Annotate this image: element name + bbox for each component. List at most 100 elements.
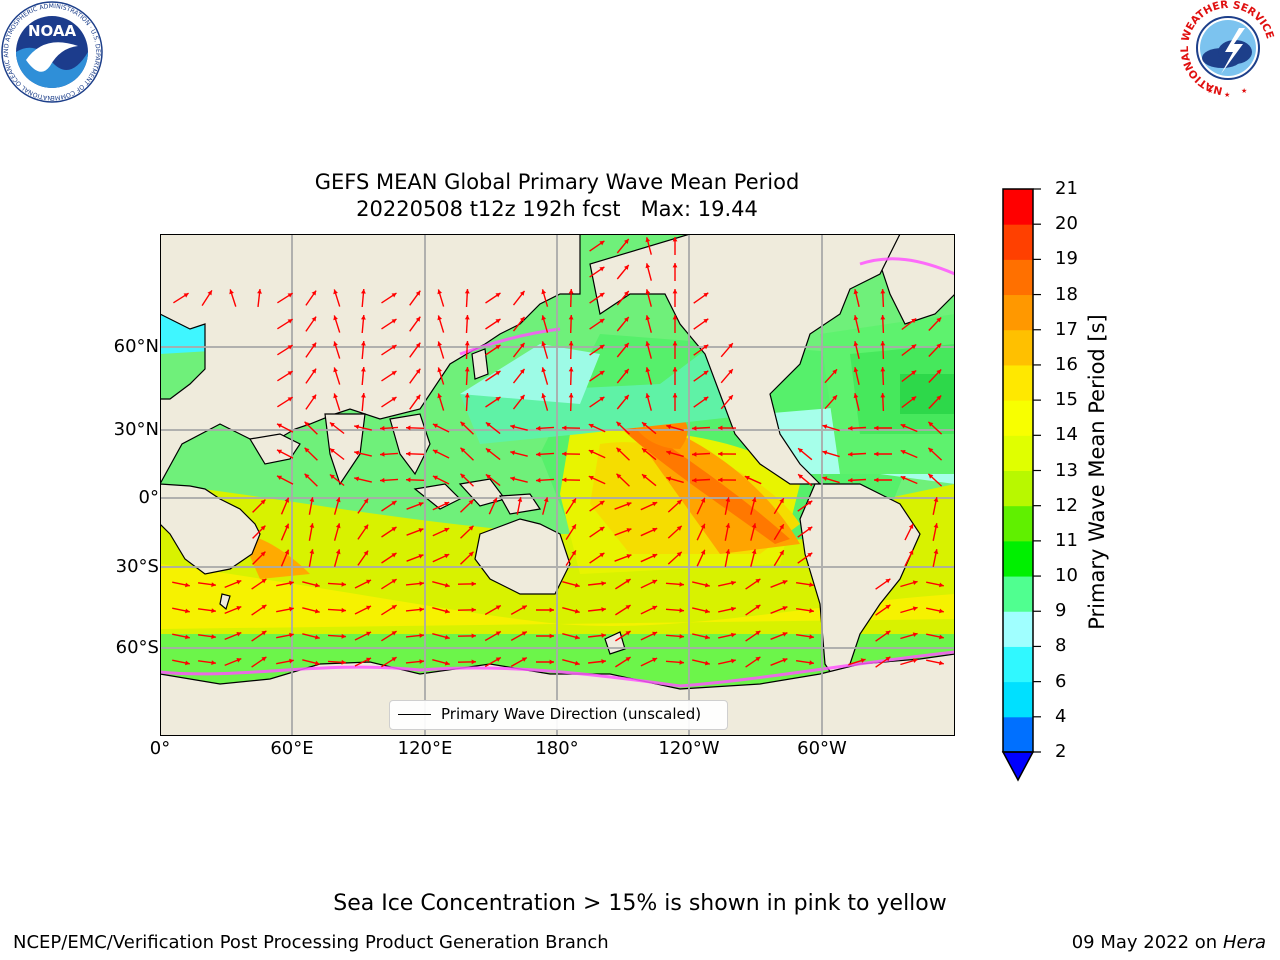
wave-arrow-head — [562, 451, 567, 457]
wave-arrow-head — [333, 367, 338, 373]
wave-arrow-head — [521, 657, 527, 662]
wave-arrow-head — [912, 580, 918, 585]
wave-arrow-head — [672, 393, 678, 398]
wave-arrow-head — [437, 289, 442, 295]
wave-arrow-head — [211, 608, 216, 613]
wave-arrow-head — [809, 608, 814, 614]
lon-tick-60e: 60°E — [270, 738, 314, 759]
wave-arrow-head — [885, 656, 891, 662]
wave-arrow-head — [333, 315, 338, 321]
wave-arrow-head — [311, 394, 317, 400]
wave-arrow-head — [679, 582, 684, 587]
wave-arrow-head — [415, 342, 421, 348]
wave-arrow-head — [418, 554, 424, 559]
sea-ice-note: Sea Ice Concentration > 15% is shown in … — [333, 891, 947, 916]
wave-arrow-head — [744, 475, 750, 481]
wave-arrow-head — [728, 343, 733, 348]
wave-arrow-head — [366, 605, 371, 611]
wave-arrow-head — [366, 631, 371, 637]
wave-arrow-head — [782, 632, 788, 637]
lon-tick-180: 180° — [535, 738, 579, 759]
wave-arrow-head — [755, 578, 761, 584]
wave-arrow-head — [468, 525, 474, 531]
wave-arrow-head — [848, 451, 853, 457]
date-stamp: 09 May 2022 on Hera — [1072, 932, 1266, 953]
wave-arrow-head — [645, 315, 651, 321]
wave-arrow-head — [287, 397, 293, 402]
wave-arrow-head — [672, 341, 678, 346]
wave-arrow-head — [211, 634, 216, 639]
wave-arrow-head — [912, 606, 918, 611]
wave-arrow-head — [624, 291, 629, 296]
wave-arrow-head — [289, 580, 294, 586]
wave-arrow-head — [626, 528, 632, 533]
wave-arrow-head — [703, 396, 709, 402]
wave-arrow-head — [853, 367, 859, 373]
wave-direction-arrows — [172, 237, 944, 668]
wave-arrow-head — [261, 578, 267, 584]
colorbar-tick-label: 12 — [1055, 494, 1078, 516]
map-legend: Primary Wave Direction (unscaled) — [389, 700, 728, 730]
wave-arrow-head — [277, 449, 282, 454]
wave-arrow-head — [354, 476, 360, 482]
wave-arrow-head — [853, 393, 859, 399]
wave-arrow-head — [521, 605, 527, 610]
colorbar-tick-label: 13 — [1055, 459, 1078, 481]
wave-arrow-head — [460, 421, 466, 427]
wave-arrow-head — [880, 289, 886, 294]
wave-arrow-head — [704, 608, 710, 614]
wave-arrow-head — [626, 502, 632, 507]
wave-arrow-head — [335, 549, 341, 555]
wave-arrow-head — [672, 367, 678, 372]
wave-arrow-head — [880, 393, 886, 398]
wave-arrow-head — [571, 524, 576, 530]
lat-tick-30n: 30°N — [113, 419, 159, 440]
wave-period-map — [159, 233, 956, 740]
host-name: Hera — [1222, 932, 1266, 953]
wave-arrow-head — [728, 369, 733, 374]
colorbar-band — [1003, 294, 1033, 331]
wave-arrow-head — [418, 528, 424, 533]
wave-arrow-head — [626, 554, 632, 559]
wave-arrow-head — [333, 341, 338, 347]
wave-arrow-head — [211, 660, 216, 665]
wave-arrow-head — [624, 239, 629, 244]
wave-arrow-head — [495, 631, 501, 636]
wave-arrow-head — [625, 631, 631, 636]
wave-arrow-head — [848, 425, 853, 431]
wave-arrow-head — [933, 549, 939, 554]
wave-arrow-head — [510, 476, 516, 482]
wave-arrow-head — [418, 502, 424, 507]
wave-arrow-head — [277, 423, 282, 428]
colorbar-tick-label: 2 — [1055, 741, 1067, 762]
wave-arrow-head — [419, 659, 424, 664]
colorbar-tick-label: 16 — [1055, 353, 1078, 375]
wave-arrow-head — [464, 393, 470, 398]
wave-arrow-head — [361, 367, 366, 372]
wave-arrow-head — [432, 449, 438, 455]
wave-arrow-head — [832, 369, 837, 375]
wave-arrow-head — [822, 476, 828, 481]
wave-arrow-head — [725, 497, 731, 502]
colorbar-tick-label: 20 — [1055, 213, 1078, 235]
wave-arrow-head — [679, 608, 684, 613]
wave-arrow-head — [928, 447, 934, 453]
colorbar-band — [1003, 681, 1033, 718]
wave-arrow-head — [666, 476, 672, 482]
wave-arrow-head — [311, 316, 317, 322]
wave-arrow-head — [419, 607, 424, 612]
wave-arrow-head — [782, 658, 788, 663]
credit-text: NCEP/EMC/Verification Post Processing Pr… — [13, 932, 609, 953]
wave-arrow-head — [599, 292, 605, 298]
wave-arrow-head — [437, 315, 442, 321]
wave-arrow-head — [624, 343, 629, 348]
wave-arrow-head — [304, 473, 310, 479]
colorbar-band — [1003, 470, 1033, 507]
wave-arrow-head — [574, 608, 580, 614]
wave-arrow-head — [928, 473, 934, 479]
wave-arrow-head — [329, 474, 335, 480]
wave-arrow-head — [652, 527, 658, 533]
wave-arrow-head — [314, 634, 320, 640]
lon-tick-120e: 120°E — [397, 738, 453, 759]
wave-arrow-head — [599, 526, 605, 532]
